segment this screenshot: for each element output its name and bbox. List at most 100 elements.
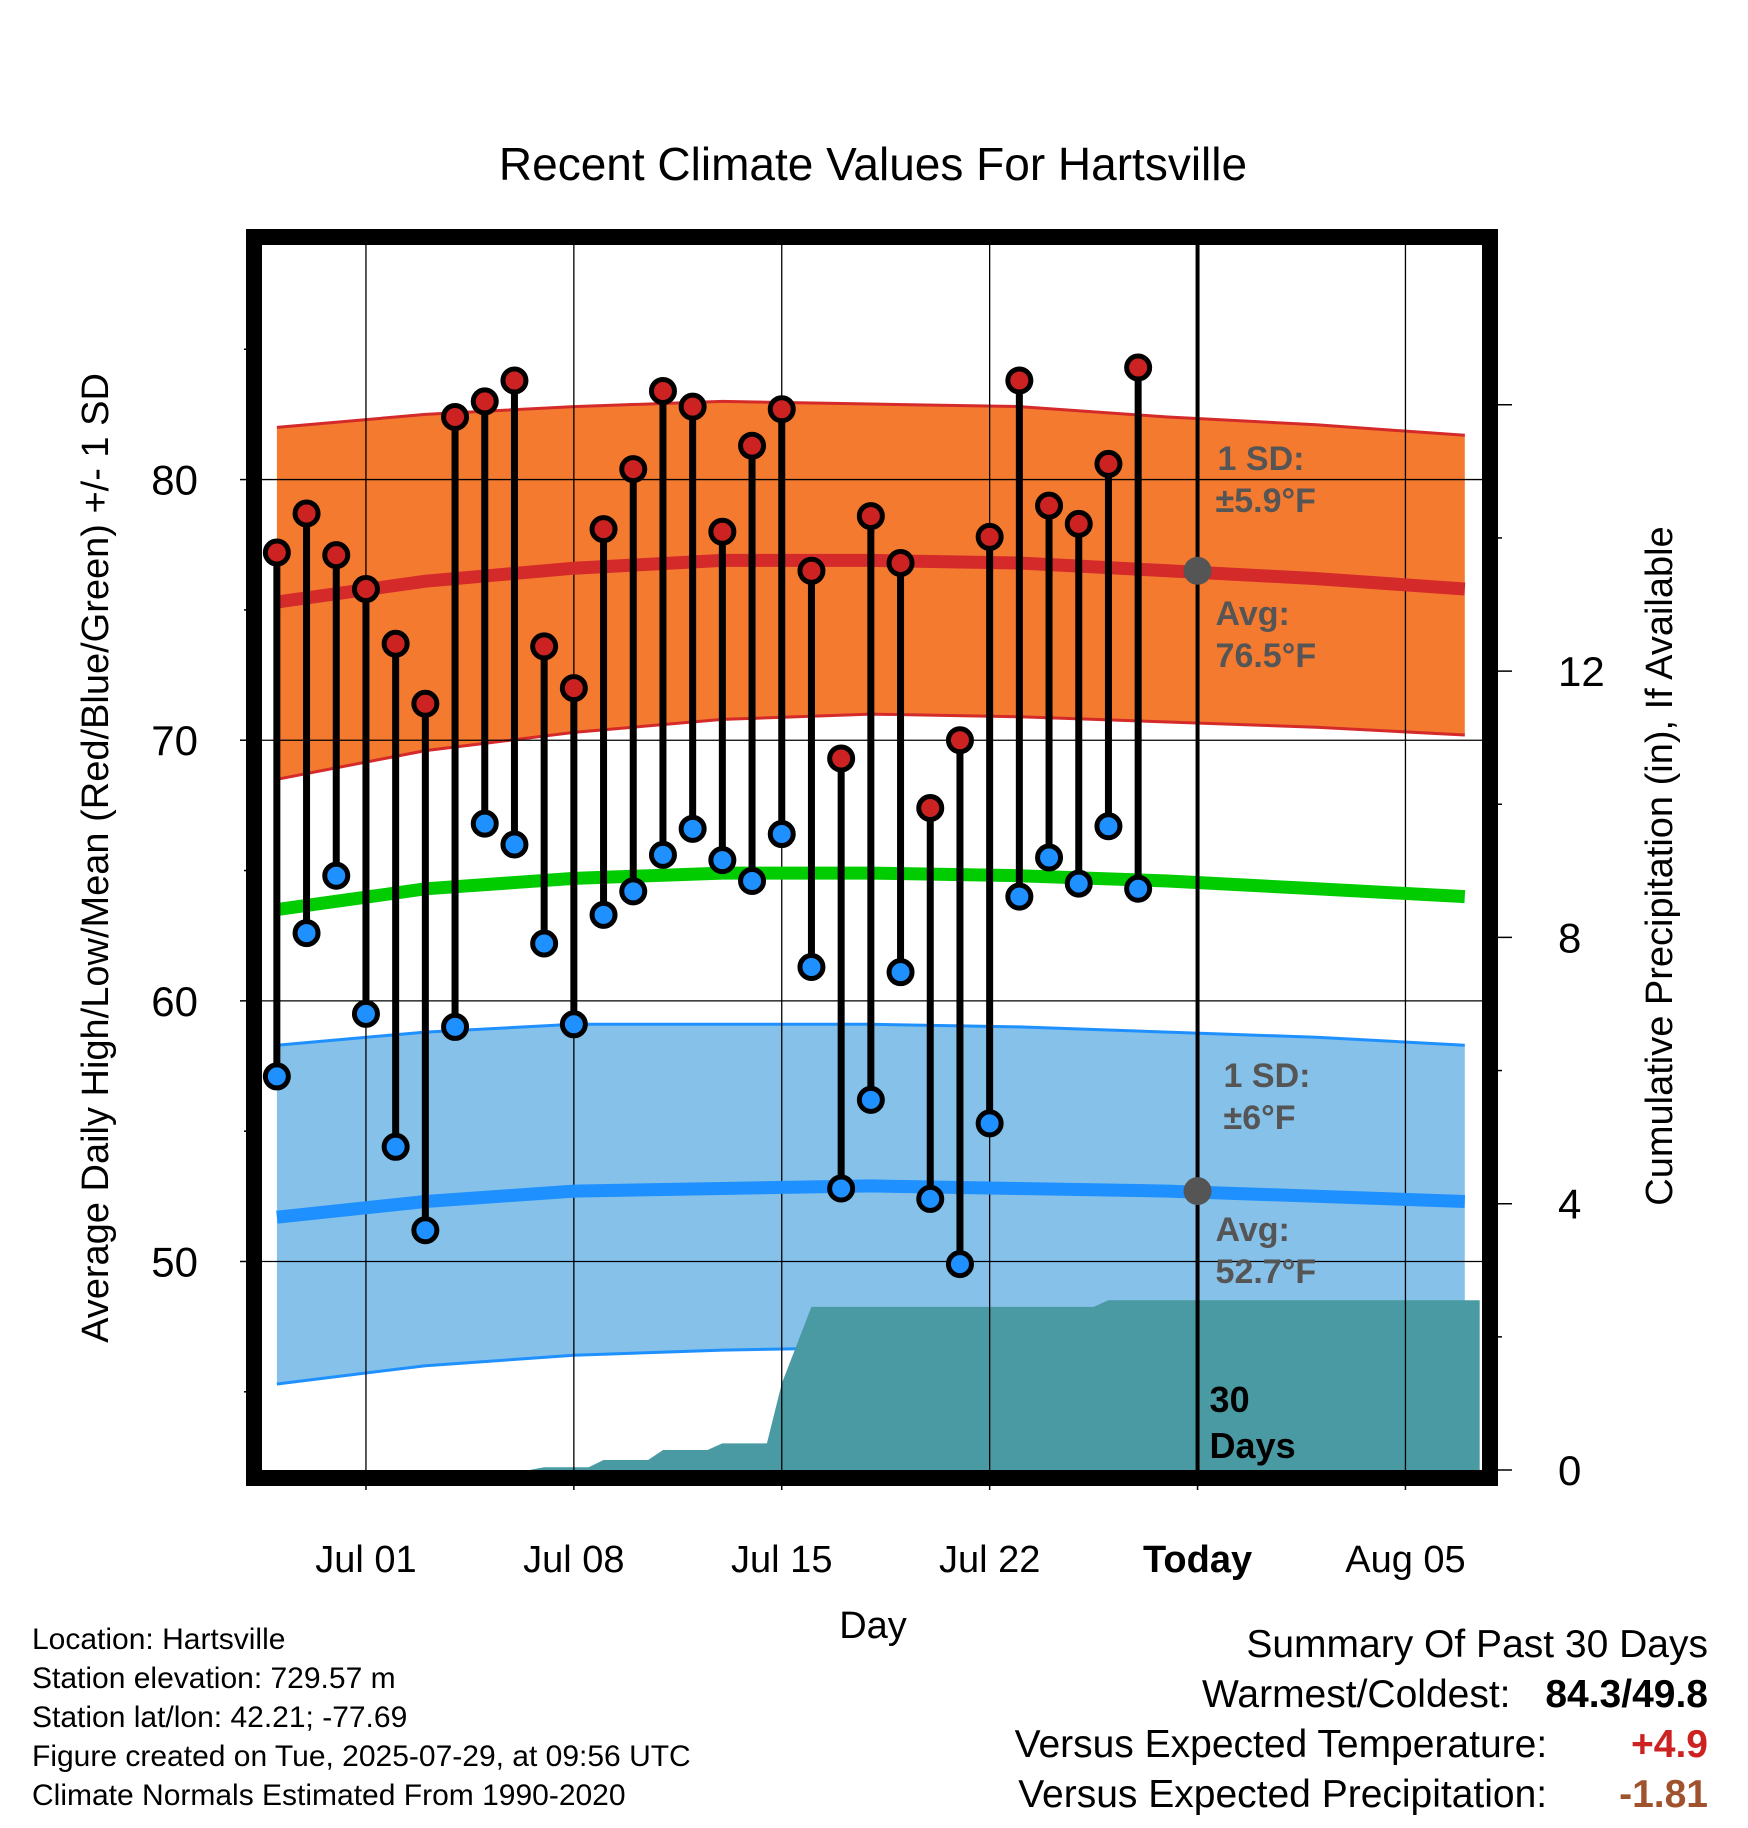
high-point xyxy=(559,674,588,703)
low-avg-line xyxy=(276,1179,1466,1224)
station-info: Location: Hartsville Station elevation: … xyxy=(32,1620,691,1815)
low-point xyxy=(351,999,380,1028)
high-point xyxy=(1094,449,1123,478)
high-point xyxy=(381,629,410,658)
period-label-number: 30 xyxy=(1210,1379,1250,1420)
low-point xyxy=(975,1109,1004,1138)
low-point xyxy=(381,1132,410,1161)
low-point xyxy=(648,840,677,869)
x-tick-label: Aug 05 xyxy=(1345,1539,1465,1581)
low-point xyxy=(1124,874,1153,903)
x-tick-label: Jul 08 xyxy=(523,1539,624,1581)
high-point xyxy=(470,387,499,416)
low-point xyxy=(767,820,796,849)
low-point xyxy=(470,809,499,838)
low-point xyxy=(559,1010,588,1039)
high-point xyxy=(530,632,559,661)
low-point xyxy=(678,814,707,843)
y2-tick-label: 8 xyxy=(1558,914,1581,961)
normals-text: Climate Normals Estimated From 1990-2020 xyxy=(32,1779,626,1812)
high-point xyxy=(827,744,856,773)
high-sd-value: ±5.9°F xyxy=(1216,482,1316,520)
high-point xyxy=(589,515,618,544)
low-point xyxy=(886,958,915,987)
low-avg-today-marker xyxy=(1183,1177,1212,1206)
low-point xyxy=(856,1085,885,1114)
summary-precip: Versus Expected Precipitation: -1.81 xyxy=(1015,1770,1708,1820)
low-point xyxy=(292,919,321,948)
period-label-unit: Days xyxy=(1210,1425,1296,1466)
y-axis-label: Average Daily High/Low/Mean (Red/Blue/Gr… xyxy=(75,373,117,1343)
high-point xyxy=(856,502,885,531)
y-tick-label: 50 xyxy=(151,1238,198,1285)
high-point xyxy=(1035,491,1064,520)
chart-title: Recent Climate Values For Hartsville xyxy=(499,138,1247,190)
x-tick-label: Jul 15 xyxy=(731,1539,832,1581)
low-point xyxy=(500,830,529,859)
elevation-text: Station elevation: 729.57 m xyxy=(32,1662,396,1695)
warm-cold-value: 84.3/49.8 xyxy=(1545,1673,1708,1716)
high-point xyxy=(1124,353,1153,382)
high-point xyxy=(441,403,470,432)
high-point xyxy=(678,392,707,421)
low-point xyxy=(322,861,351,890)
high-point xyxy=(1064,509,1093,538)
y-tick-label: 80 xyxy=(151,457,198,504)
low-point xyxy=(262,1062,291,1091)
y-tick-label: 60 xyxy=(151,978,198,1025)
low-point xyxy=(738,866,767,895)
low-point xyxy=(1064,869,1093,898)
warm-cold-label: Warmest/Coldest: xyxy=(1202,1673,1511,1716)
high-sd-band-upper-edge xyxy=(276,399,1465,437)
high-point xyxy=(886,548,915,577)
low-sd-value: ±6°F xyxy=(1224,1099,1296,1137)
low-avg-value: 52.7°F xyxy=(1216,1253,1317,1291)
summary-temp: Versus Expected Temperature: +4.9 xyxy=(1015,1720,1708,1770)
temp-label: Versus Expected Temperature: xyxy=(1014,1723,1548,1766)
high-point xyxy=(500,366,529,395)
precip-area xyxy=(262,1300,1480,1470)
high-point xyxy=(292,499,321,528)
summary-title: Summary Of Past 30 Days xyxy=(1246,1623,1708,1666)
high-point xyxy=(916,793,945,822)
high-avg-value: 76.5°F xyxy=(1216,637,1317,675)
location-text: Location: Hartsville xyxy=(32,1623,286,1656)
high-point xyxy=(767,395,796,424)
high-avg-today-marker xyxy=(1183,556,1212,585)
low-avg-label: Avg: xyxy=(1216,1211,1290,1249)
x-tick-label: Jul 22 xyxy=(939,1539,1040,1581)
y2-axis-label: Cumulative Precipitation (in), If Availa… xyxy=(1639,526,1681,1205)
low-point xyxy=(619,877,648,906)
high-sd-label: 1 SD: xyxy=(1218,440,1305,478)
x-tick-label: Jul 01 xyxy=(315,1539,416,1581)
high-point xyxy=(411,689,440,718)
low-sd-label: 1 SD: xyxy=(1224,1057,1311,1095)
temp-value: +4.9 xyxy=(1631,1723,1708,1766)
y2-tick-label: 12 xyxy=(1558,648,1605,695)
high-point xyxy=(351,575,380,604)
high-point xyxy=(945,726,974,755)
summary-panel: Summary Of Past 30 Days Warmest/Coldest:… xyxy=(1015,1620,1708,1820)
high-point xyxy=(648,376,677,405)
high-point xyxy=(1005,366,1034,395)
low-point xyxy=(916,1184,945,1213)
precip-label: Versus Expected Precipitation: xyxy=(1018,1773,1548,1816)
y2-tick-label: 4 xyxy=(1558,1181,1581,1228)
low-point xyxy=(827,1174,856,1203)
created-text: Figure created on Tue, 2025-07-29, at 09… xyxy=(32,1740,691,1773)
low-point xyxy=(441,1012,470,1041)
high-point xyxy=(708,517,737,546)
summary-warm-cold: Warmest/Coldest: 84.3/49.8 xyxy=(1015,1670,1708,1720)
high-avg-label: Avg: xyxy=(1216,595,1290,633)
high-point xyxy=(262,538,291,567)
high-point xyxy=(619,455,648,484)
low-point xyxy=(1005,882,1034,911)
precip-value: -1.81 xyxy=(1619,1773,1708,1816)
high-point xyxy=(975,522,1004,551)
latlon-text: Station lat/lon: 42.21; -77.69 xyxy=(32,1701,408,1734)
low-point xyxy=(1094,812,1123,841)
plot-frame xyxy=(246,229,1498,1486)
x-axis-label: Day xyxy=(839,1605,907,1647)
y2-tick-label: 0 xyxy=(1558,1447,1581,1494)
